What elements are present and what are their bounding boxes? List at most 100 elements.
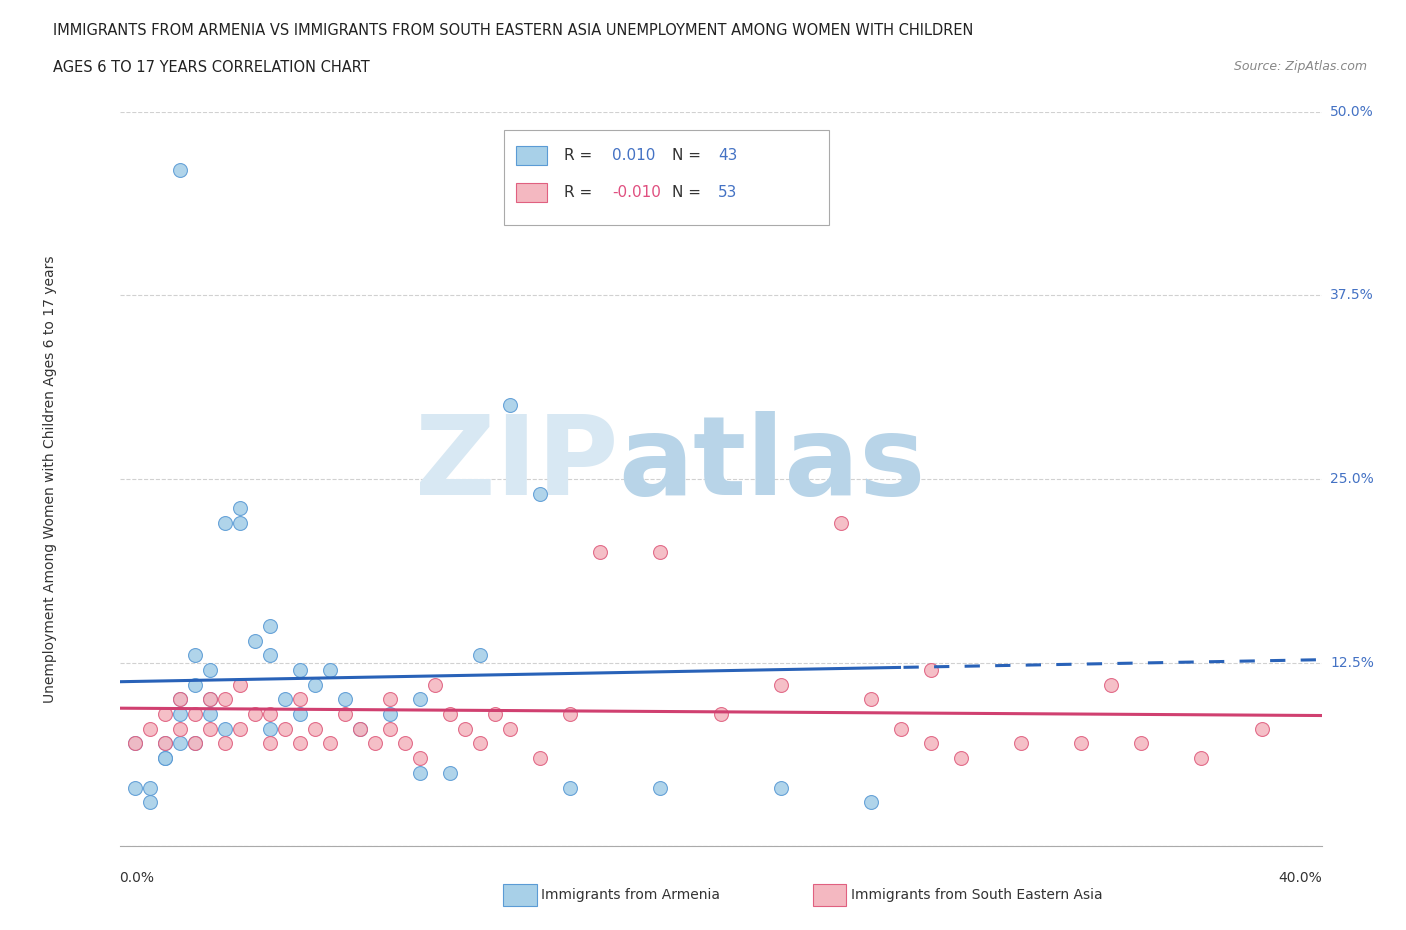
Point xyxy=(153,751,176,765)
Text: 50.0%: 50.0% xyxy=(1330,104,1374,119)
Point xyxy=(183,736,205,751)
Point xyxy=(409,765,432,780)
FancyBboxPatch shape xyxy=(516,183,547,202)
Point xyxy=(650,545,672,560)
Point xyxy=(769,677,792,692)
Point xyxy=(349,722,371,737)
Point xyxy=(499,398,522,413)
Point xyxy=(138,795,160,810)
Point xyxy=(454,722,477,737)
Point xyxy=(288,736,311,751)
Point xyxy=(198,722,221,737)
Point xyxy=(243,707,266,722)
Point xyxy=(138,780,160,795)
FancyBboxPatch shape xyxy=(516,146,547,166)
Point xyxy=(153,707,176,722)
Point xyxy=(769,780,792,795)
Text: 0.0%: 0.0% xyxy=(120,871,155,885)
Point xyxy=(920,736,942,751)
Text: atlas: atlas xyxy=(619,411,925,518)
Point xyxy=(468,648,492,663)
Point xyxy=(214,515,236,530)
Point xyxy=(169,692,191,707)
Point xyxy=(709,707,731,722)
Point xyxy=(920,662,942,677)
Point xyxy=(378,692,401,707)
Point xyxy=(214,722,236,737)
Point xyxy=(409,751,432,765)
Point xyxy=(439,765,461,780)
Point xyxy=(198,662,221,677)
Text: IMMIGRANTS FROM ARMENIA VS IMMIGRANTS FROM SOUTH EASTERN ASIA UNEMPLOYMENT AMONG: IMMIGRANTS FROM ARMENIA VS IMMIGRANTS FR… xyxy=(53,23,974,38)
Text: 25.0%: 25.0% xyxy=(1330,472,1374,486)
Point xyxy=(409,692,432,707)
FancyBboxPatch shape xyxy=(505,130,828,225)
Point xyxy=(153,736,176,751)
Point xyxy=(243,633,266,648)
Point xyxy=(830,515,852,530)
Point xyxy=(304,677,326,692)
Point xyxy=(378,707,401,722)
Text: R =: R = xyxy=(564,185,598,200)
Point xyxy=(1250,722,1272,737)
Text: Immigrants from South Eastern Asia: Immigrants from South Eastern Asia xyxy=(851,887,1102,902)
Point xyxy=(333,707,356,722)
Text: 43: 43 xyxy=(718,148,738,163)
Point xyxy=(288,692,311,707)
Point xyxy=(364,736,387,751)
Point xyxy=(124,736,146,751)
Text: N =: N = xyxy=(672,185,706,200)
Point xyxy=(1070,736,1092,751)
Point xyxy=(1130,736,1153,751)
Point xyxy=(950,751,973,765)
Point xyxy=(124,736,146,751)
Text: R =: R = xyxy=(564,148,598,163)
Point xyxy=(214,736,236,751)
Point xyxy=(124,780,146,795)
Point xyxy=(1189,751,1212,765)
Text: Source: ZipAtlas.com: Source: ZipAtlas.com xyxy=(1233,60,1367,73)
Point xyxy=(529,486,551,501)
Point xyxy=(169,707,191,722)
Point xyxy=(228,722,252,737)
Point xyxy=(183,677,205,692)
Point xyxy=(259,618,281,633)
Point xyxy=(138,722,160,737)
Point xyxy=(228,501,252,516)
Point xyxy=(169,163,191,178)
Point xyxy=(529,751,551,765)
Point xyxy=(859,692,882,707)
Point xyxy=(333,692,356,707)
Point xyxy=(319,736,342,751)
Point xyxy=(198,692,221,707)
Point xyxy=(198,707,221,722)
Text: 37.5%: 37.5% xyxy=(1330,288,1374,302)
Text: 40.0%: 40.0% xyxy=(1278,871,1322,885)
Point xyxy=(274,722,297,737)
Point xyxy=(153,736,176,751)
Point xyxy=(183,736,205,751)
Point xyxy=(228,515,252,530)
Text: Unemployment Among Women with Children Ages 6 to 17 years: Unemployment Among Women with Children A… xyxy=(42,255,56,703)
Text: N =: N = xyxy=(672,148,706,163)
Point xyxy=(169,692,191,707)
Point xyxy=(423,677,446,692)
Point xyxy=(183,707,205,722)
Point xyxy=(259,722,281,737)
Point xyxy=(274,692,297,707)
Text: ZIP: ZIP xyxy=(415,411,619,518)
Point xyxy=(228,677,252,692)
Point xyxy=(499,722,522,737)
Point xyxy=(169,722,191,737)
Point xyxy=(198,692,221,707)
Point xyxy=(589,545,612,560)
Point xyxy=(1010,736,1032,751)
Point xyxy=(468,736,492,751)
Point xyxy=(1099,677,1122,692)
Point xyxy=(259,707,281,722)
Point xyxy=(859,795,882,810)
Point xyxy=(183,648,205,663)
Point xyxy=(319,662,342,677)
Point xyxy=(560,780,582,795)
Text: Immigrants from Armenia: Immigrants from Armenia xyxy=(541,887,720,902)
